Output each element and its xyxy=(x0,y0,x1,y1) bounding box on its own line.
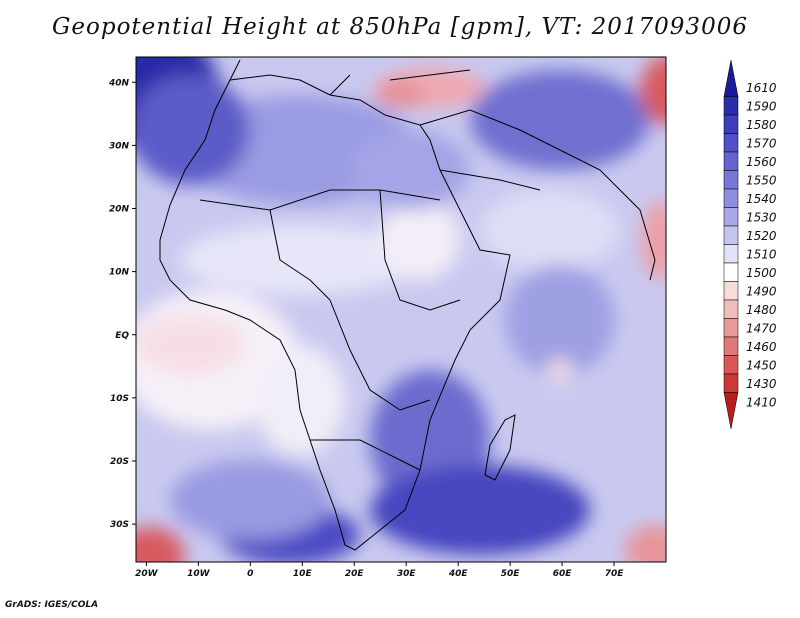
lat-tick-label: 20N xyxy=(109,205,130,215)
colorbar-swatch xyxy=(723,114,739,134)
longitude-axis: 20W 10W 0 10E 20E 30E 40E 50E 60E 70E xyxy=(135,562,624,579)
colorbar-label: 1470 xyxy=(746,322,777,336)
latitude-axis: 40N 30N 20N 10N EQ 10S 20S 30S xyxy=(108,78,136,530)
colorbar-label: 1460 xyxy=(746,340,777,354)
height-field xyxy=(136,57,666,562)
colorbar-swatch xyxy=(723,133,739,153)
colorbar-label: 1550 xyxy=(746,174,777,188)
colorbar-label: 1450 xyxy=(746,359,777,373)
lon-tick-label: 0 xyxy=(247,569,253,579)
colorbar-swatch xyxy=(723,299,739,319)
colorbar-label: 1590 xyxy=(746,100,777,114)
colorbar-label: 1430 xyxy=(746,377,777,391)
lon-tick-label: 20E xyxy=(345,569,365,579)
colorbar-label: 1540 xyxy=(746,192,777,206)
lon-tick-label: 10W xyxy=(187,569,211,579)
plot-frame xyxy=(135,56,667,563)
colorbar-label: 1510 xyxy=(746,248,777,262)
colorbar-swatch xyxy=(723,355,739,375)
colorbar-swatch xyxy=(723,336,739,356)
lon-tick-label: 70E xyxy=(605,569,625,579)
lat-tick-label: 20S xyxy=(110,457,129,467)
colorbar: 1610 1590 1580 1570 1560 1550 1540 1530 1520 1510… xyxy=(723,59,777,430)
colorbar-swatch xyxy=(723,188,739,208)
colorbar-label: 1480 xyxy=(746,303,777,317)
colorbar-swatch xyxy=(723,96,739,116)
colorbar-swatch xyxy=(723,262,739,282)
coastlines xyxy=(159,59,656,551)
colorbar-label: 1580 xyxy=(746,118,777,132)
colorbar-swatch xyxy=(723,151,739,171)
lon-tick-label: 50E xyxy=(501,569,521,579)
map-title: Geopotential Height at 850hPa [gpm], VT:… xyxy=(52,14,748,40)
lon-tick-label: 40E xyxy=(448,569,469,579)
colorbar-label: 1490 xyxy=(746,285,777,299)
lat-tick-label: EQ xyxy=(115,331,129,341)
colorbar-swatch xyxy=(723,281,739,301)
lat-tick-label: 10N xyxy=(109,268,130,278)
lon-tick-label: 30E xyxy=(397,569,417,579)
lon-tick-label: 60E xyxy=(553,569,573,579)
colorbar-swatch xyxy=(723,392,739,430)
colorbar-swatch xyxy=(723,373,739,393)
colorbar-label: 1560 xyxy=(746,155,777,169)
colorbar-swatch xyxy=(723,318,739,338)
lat-tick-label: 10S xyxy=(110,394,129,404)
colorbar-label: 1520 xyxy=(746,229,777,243)
lat-tick-label: 30N xyxy=(109,141,130,151)
colorbar-swatch xyxy=(723,207,739,227)
colorbar-label: 1610 xyxy=(746,81,777,95)
colorbar-label: 1410 xyxy=(746,396,777,410)
lon-tick-label: 10E xyxy=(293,569,313,579)
colorbar-label: 1570 xyxy=(746,137,777,151)
colorbar-swatch xyxy=(723,225,739,245)
lat-tick-label: 30S xyxy=(110,520,129,530)
colorbar-swatch xyxy=(723,244,739,264)
credit-label: GrADS: IGES/COLA xyxy=(5,600,99,610)
lat-tick-label: 40N xyxy=(108,78,130,88)
lon-tick-label: 20W xyxy=(135,569,159,579)
colorbar-swatch xyxy=(723,59,739,97)
colorbar-swatch xyxy=(723,170,739,190)
colorbar-label: 1530 xyxy=(746,211,777,225)
colorbar-label: 1500 xyxy=(746,266,777,280)
